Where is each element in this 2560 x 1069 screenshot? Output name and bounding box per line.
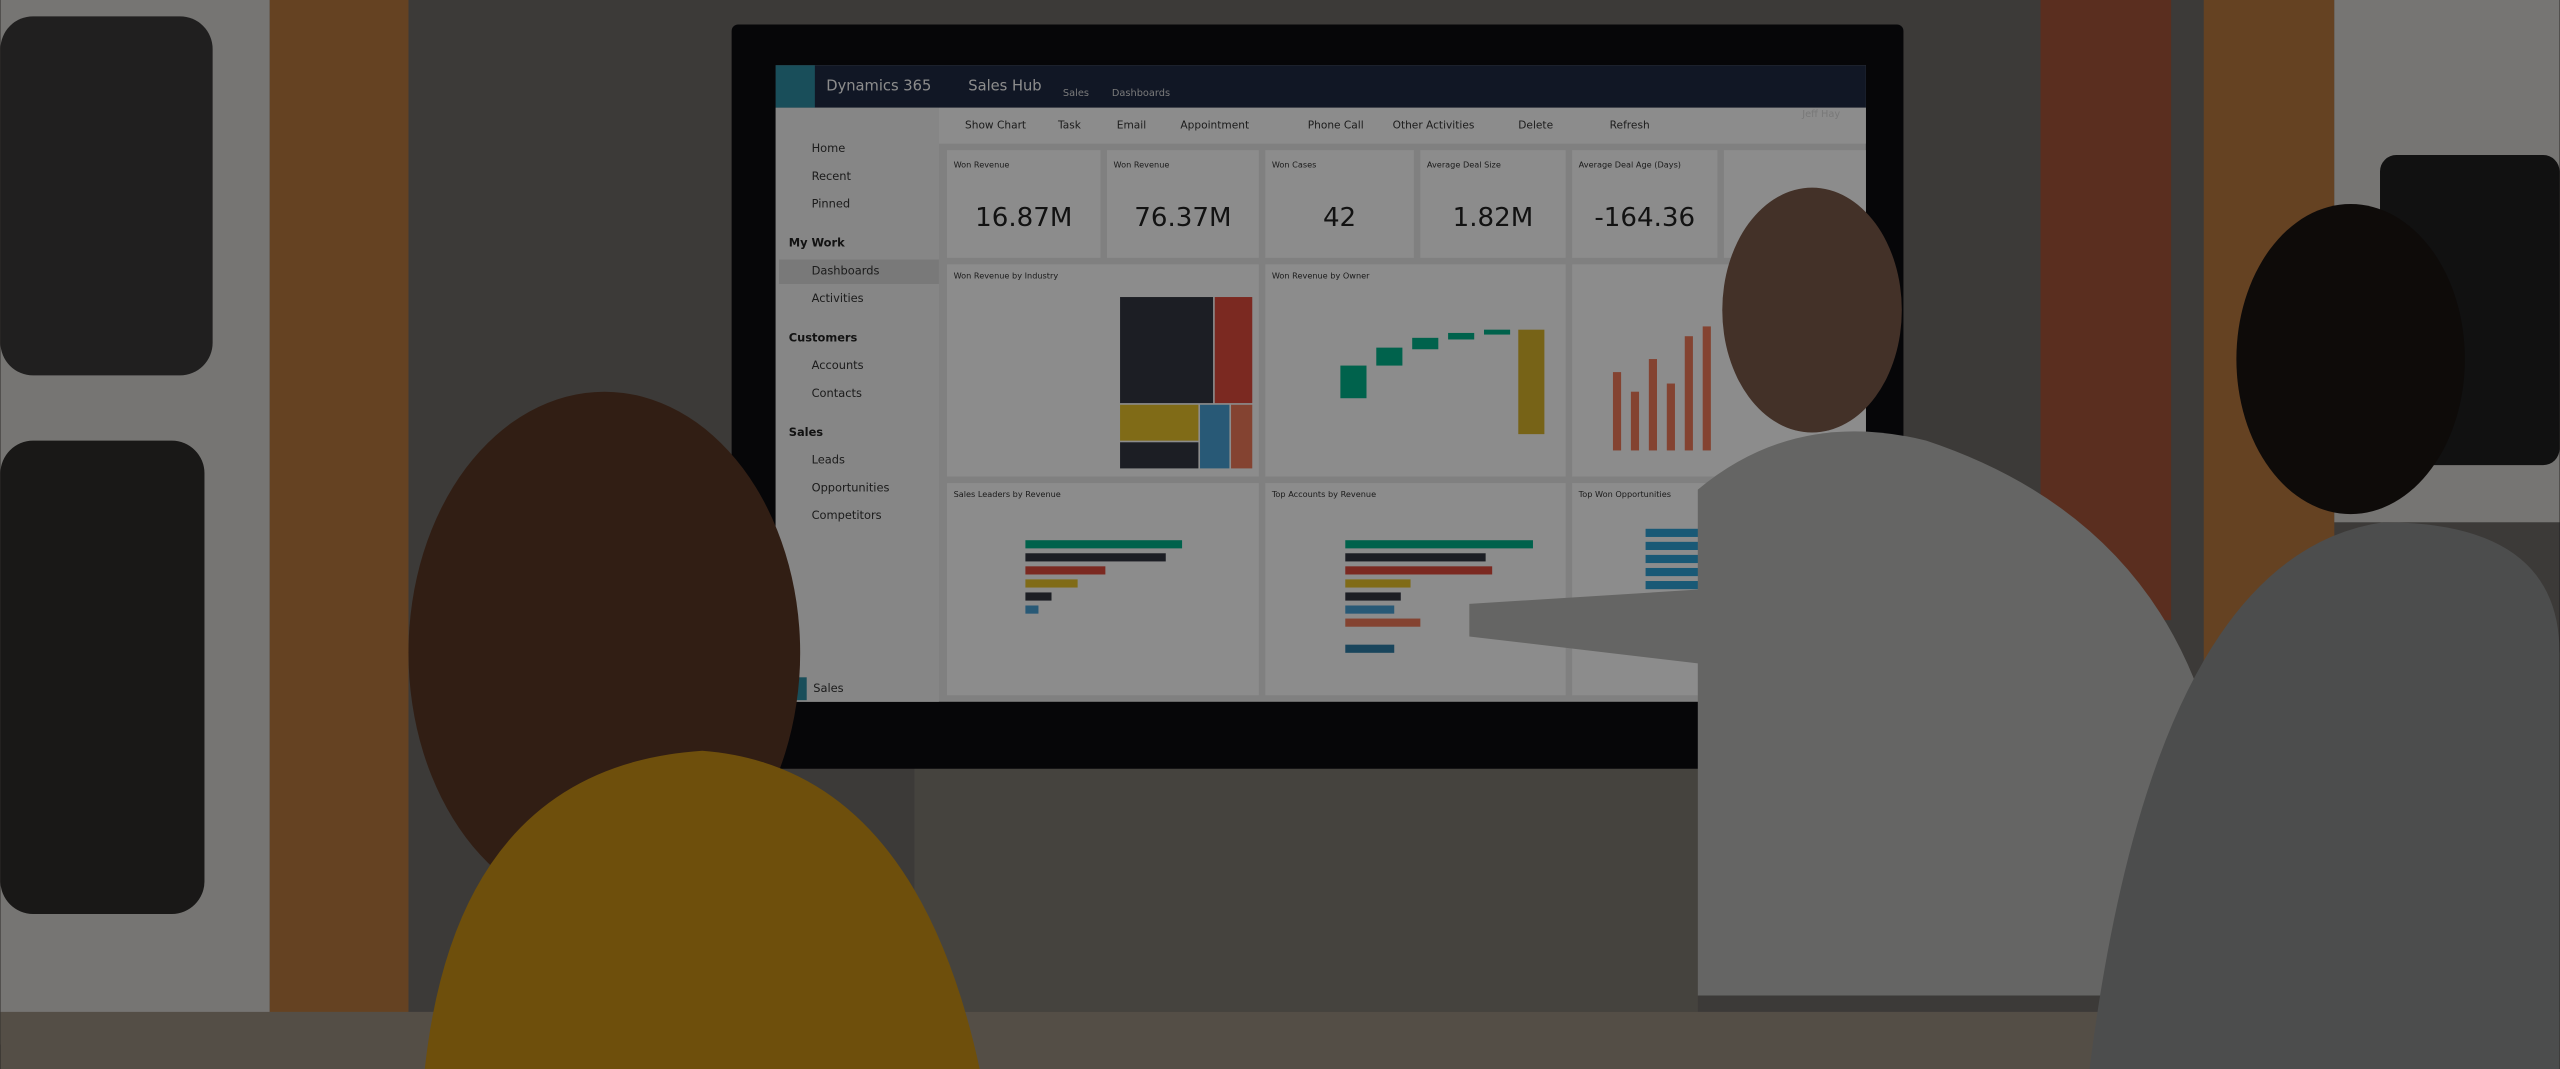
wood-post [269, 0, 409, 1045]
kpi-value: 42 [1323, 203, 1356, 233]
kpi-title: Won Revenue [954, 159, 1010, 169]
command[interactable]: Refresh [1610, 120, 1650, 132]
kpi-title: Average Deal Age (Days) [1579, 159, 1681, 169]
chart-title: Sales Leaders by Revenue [954, 489, 1061, 499]
chart-card [1265, 483, 1566, 696]
backpack [0, 440, 205, 914]
treemap-cell [1214, 297, 1253, 404]
kpi-title: Won Revenue [1114, 159, 1170, 169]
treemap-cell [1120, 297, 1214, 404]
chart-title: Top Won Opportunities [1578, 489, 1671, 499]
nav-item[interactable]: Leads [812, 453, 845, 467]
nav-item[interactable]: Pinned [812, 197, 851, 211]
sidebar [775, 107, 939, 702]
command[interactable]: Show Chart [965, 120, 1026, 132]
module: Sales Hub [968, 77, 1041, 94]
command[interactable]: Phone Call [1308, 120, 1364, 132]
waterfall-total [1518, 329, 1545, 435]
kpi-card [1265, 150, 1414, 258]
nav-item[interactable]: Opportunities [812, 480, 890, 494]
treemap-cell [1120, 404, 1199, 441]
nav-item[interactable]: Accounts [812, 358, 864, 372]
woman-shirt [424, 750, 980, 1069]
nav-item[interactable]: Recent [812, 169, 852, 183]
man2-hair [2236, 204, 2465, 515]
breadcrumb: Dashboards [1112, 88, 1170, 99]
columns [1612, 326, 1711, 451]
nav-item[interactable]: Activities [812, 291, 864, 305]
chart-title: Won Revenue by Owner [1272, 270, 1370, 280]
breadcrumb: Sales [1063, 88, 1089, 99]
man-sweater [1697, 431, 2221, 996]
kpi-value: 16.87M [975, 203, 1072, 233]
command[interactable]: Appointment [1180, 120, 1249, 132]
kpi-value: 1.82M [1453, 203, 1534, 233]
kpi-value: 76.37M [1134, 203, 1231, 233]
chart-title: Top Accounts by Revenue [1271, 489, 1376, 499]
man-arm [1469, 587, 1747, 670]
man2-shirt [2089, 522, 2560, 1069]
man-head [1722, 187, 1902, 433]
nav-item[interactable]: Home [812, 141, 846, 155]
top-bar [775, 65, 1866, 108]
command[interactable]: Other Activities [1393, 120, 1475, 132]
kpi-card [1572, 150, 1718, 258]
kpi-card [1420, 150, 1566, 258]
command[interactable]: Delete [1518, 120, 1553, 132]
backpack [0, 16, 213, 376]
nav-item[interactable]: Dashboards [812, 263, 880, 277]
waterfall [1340, 329, 1511, 399]
kpi-card [947, 150, 1101, 258]
chart-card [947, 483, 1259, 696]
kpi-title: Won Cases [1272, 159, 1317, 169]
nav-selected [778, 259, 939, 284]
kpi-title: Average Deal Size [1427, 159, 1501, 169]
command[interactable]: Email [1117, 120, 1146, 132]
chart-card [1265, 264, 1566, 477]
people [408, 187, 2560, 1069]
user: Jeff Hay [1801, 109, 1840, 120]
nav-area: Sales [813, 681, 843, 695]
kpi-value: -164.36 [1594, 203, 1695, 233]
counter [914, 767, 1698, 1012]
nav-section: My Work [789, 236, 845, 250]
nav-section: Sales [789, 425, 824, 439]
treemap-cell [1120, 442, 1199, 469]
command[interactable]: Task [1057, 120, 1082, 132]
kpi-card [1107, 150, 1259, 258]
waffle [775, 65, 815, 108]
nav-section: Customers [789, 330, 858, 344]
nav-item[interactable]: Competitors [812, 508, 882, 522]
product: Dynamics 365 [826, 77, 931, 94]
nav-item[interactable]: Contacts [812, 386, 862, 400]
treemap-cell [1200, 404, 1230, 469]
treemap-cell [1231, 404, 1253, 469]
chart-title: Won Revenue by Industry [954, 270, 1059, 280]
command-bar [938, 107, 1866, 144]
